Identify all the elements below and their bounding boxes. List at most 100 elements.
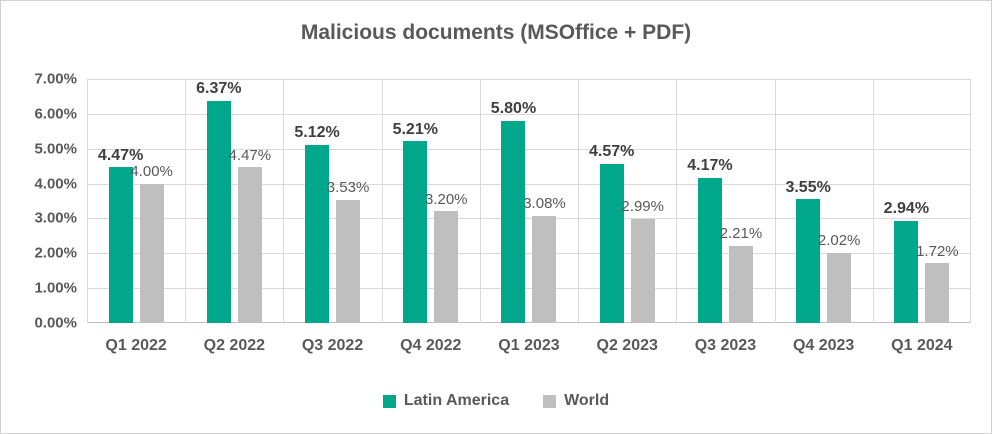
x-axis: Q1 2022 Q2 2022 Q3 2022 Q4 2022 Q1 2023 Q2 20…	[87, 337, 971, 355]
data-label-latin-america: 5.12%	[294, 123, 340, 141]
bar-group: 2.94% 1.72%	[873, 79, 971, 323]
horizontal-gridline	[87, 79, 971, 80]
vertical-gridline	[381, 79, 383, 323]
vertical-gridline	[578, 79, 580, 323]
x-tick-label: Q2 2023	[596, 337, 658, 354]
vertical-gridline	[479, 79, 481, 323]
bar-fill	[237, 167, 262, 323]
data-label-latin-america: 5.80%	[490, 100, 537, 118]
bar-fill	[108, 167, 133, 323]
bar-world: 3.53%	[327, 180, 369, 323]
bar-fill	[206, 100, 231, 323]
vertical-gridline	[970, 79, 971, 323]
bar-fill	[630, 218, 655, 323]
bar-fill	[434, 211, 459, 323]
vertical-gridline	[185, 79, 187, 323]
bar-latin-america: 5.21%	[393, 121, 438, 323]
legend: Latin America World	[1, 392, 991, 410]
bar-world: 3.08%	[523, 196, 566, 323]
x-tick-label: Q4 2022	[400, 337, 462, 354]
bar-group: 5.80% 3.08%	[480, 79, 578, 323]
data-label-latin-america: 4.17%	[687, 157, 733, 175]
data-label-world: 3.08%	[523, 195, 566, 213]
y-tick-label: 2.00%	[34, 244, 77, 262]
chart-title: Malicious documents (MSOffice + PDF)	[300, 21, 692, 44]
bar-latin-america: 4.57%	[589, 143, 634, 323]
bar-world: 3.20%	[425, 191, 468, 323]
horizontal-gridline	[87, 288, 971, 290]
bar-world: 1.72%	[916, 243, 959, 323]
data-label-world: 3.20%	[424, 190, 468, 208]
bar-latin-america: 3.55%	[785, 179, 831, 323]
bar-group: 3.55% 2.02%	[775, 79, 873, 323]
horizontal-gridline	[87, 113, 971, 115]
bar-fill	[894, 220, 919, 323]
vertical-gridline	[676, 79, 678, 323]
bar-group: 4.17% 2.21%	[676, 79, 774, 323]
x-tick-label: Q1 2022	[105, 337, 167, 354]
y-tick-label: 7.00%	[34, 70, 77, 88]
bar-fill	[796, 199, 821, 323]
bar-latin-america: 5.80%	[491, 100, 536, 323]
bar-fill	[532, 215, 557, 323]
y-axis: 0.00% 1.00% 2.00% 3.00% 4.00% 5.00% 6.00% 7.00%	[1, 72, 77, 331]
bar-fill	[305, 144, 330, 323]
bar-fill	[827, 252, 852, 323]
bar-latin-america: 6.37%	[196, 80, 242, 323]
bar-group: 6.37% 4.47%	[185, 79, 283, 323]
bar-group: 4.57% 2.99%	[578, 79, 676, 323]
bar-world: 4.47%	[229, 147, 271, 323]
legend-label: Latin America	[403, 392, 510, 409]
bar-latin-america: 5.12%	[294, 124, 340, 323]
data-label-world: 2.99%	[621, 198, 664, 216]
data-label-latin-america: 4.57%	[589, 143, 635, 161]
vertical-gridline	[283, 79, 285, 323]
bar-groups: 4.47% 4.00% 6.37% 4.47% 5.12% 3.53% 5.21% 3.20%…	[87, 79, 971, 323]
bar-fill	[925, 263, 950, 323]
x-tick-label: Q4 2023	[792, 337, 855, 354]
bar-latin-america: 4.47%	[98, 147, 143, 323]
data-label-world: 3.53%	[326, 179, 370, 197]
bar-fill	[403, 141, 428, 323]
legend-swatch-icon	[543, 394, 557, 408]
y-tick-label: 0.00%	[34, 314, 77, 332]
data-label-world: 2.02%	[817, 232, 861, 250]
bar-world: 2.02%	[818, 233, 860, 323]
plot-area: 4.47% 4.00% 6.37% 4.47% 5.12% 3.53% 5.21% 3.20%…	[87, 79, 971, 323]
data-label-world: 2.21%	[719, 225, 763, 243]
bar-world: 4.00%	[130, 164, 173, 323]
horizontal-gridline	[87, 253, 971, 255]
legend-label: World	[564, 392, 610, 409]
y-tick-label: 3.00%	[34, 209, 77, 227]
bar-group: 5.21% 3.20%	[382, 79, 480, 323]
x-tick-label: Q3 2022	[301, 337, 364, 354]
legend-item-latin-america: Latin America	[382, 392, 510, 410]
data-label-world: 4.00%	[130, 163, 173, 181]
bar-fill	[697, 177, 722, 323]
horizontal-gridline	[87, 148, 971, 150]
data-label-world: 1.72%	[916, 242, 959, 260]
x-axis-line	[87, 322, 971, 323]
data-label-latin-america: 5.21%	[392, 120, 438, 138]
y-tick-label: 1.00%	[34, 279, 77, 297]
bar-fill	[139, 183, 164, 323]
bar-fill	[336, 199, 361, 323]
x-tick-label: Q2 2022	[203, 337, 266, 354]
bar-latin-america: 2.94%	[884, 200, 929, 323]
bar-fill	[728, 245, 753, 323]
vertical-gridline	[872, 79, 874, 323]
data-label-world: 4.47%	[228, 146, 272, 164]
x-tick-label: Q3 2023	[694, 337, 757, 354]
y-tick-label: 5.00%	[34, 140, 77, 158]
x-tick-label: Q1 2024	[891, 337, 953, 354]
bar-fill	[599, 163, 624, 323]
bar-world: 2.99%	[621, 199, 664, 323]
legend-item-world: World	[543, 392, 609, 410]
vertical-gridline	[774, 79, 776, 323]
y-tick-label: 4.00%	[34, 175, 77, 193]
bar-latin-america: 4.17%	[687, 157, 733, 323]
bar-fill	[501, 120, 526, 323]
horizontal-gridline	[87, 183, 971, 185]
bar-group: 4.47% 4.00%	[87, 79, 185, 323]
data-label-latin-america: 3.55%	[785, 178, 831, 196]
